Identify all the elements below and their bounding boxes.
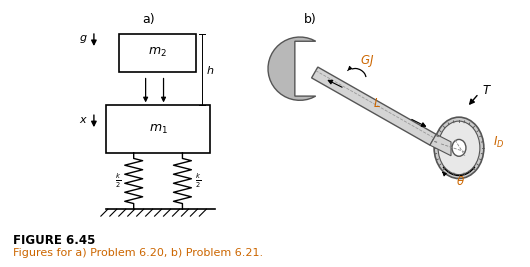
Text: $GJ$: $GJ$ (360, 53, 375, 69)
Text: $L$: $L$ (374, 97, 381, 110)
Text: $\frac{k}{2}$: $\frac{k}{2}$ (114, 172, 121, 190)
Polygon shape (312, 67, 436, 145)
Text: a): a) (142, 13, 155, 26)
Text: $m_2$: $m_2$ (148, 46, 167, 59)
Ellipse shape (438, 121, 480, 175)
Text: b): b) (303, 13, 316, 26)
Ellipse shape (434, 117, 484, 179)
Text: $T$: $T$ (482, 84, 492, 97)
Text: $\frac{k}{2}$: $\frac{k}{2}$ (195, 172, 201, 190)
Text: Figures for a) Problem 6.20, b) Problem 6.21.: Figures for a) Problem 6.20, b) Problem … (13, 248, 263, 258)
Text: $g$: $g$ (80, 33, 88, 45)
Text: $m_1$: $m_1$ (148, 123, 167, 136)
Polygon shape (268, 37, 316, 100)
Ellipse shape (452, 139, 466, 156)
Polygon shape (430, 134, 451, 156)
Text: $h$: $h$ (206, 64, 215, 76)
Text: $\theta$: $\theta$ (456, 175, 465, 188)
Text: FIGURE 6.45: FIGURE 6.45 (13, 234, 96, 247)
Bar (119, 34, 196, 72)
Text: $x$: $x$ (79, 115, 88, 125)
Bar (106, 105, 210, 153)
Text: $I_D$: $I_D$ (493, 135, 504, 150)
